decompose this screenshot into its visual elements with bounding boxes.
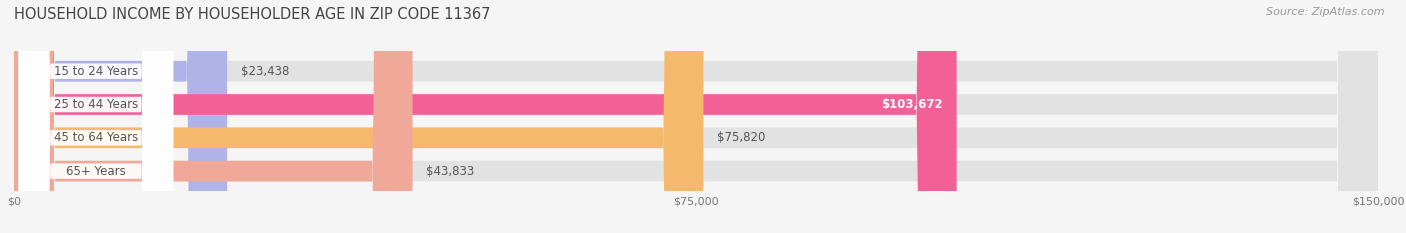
- Text: 25 to 44 Years: 25 to 44 Years: [53, 98, 138, 111]
- Text: 45 to 64 Years: 45 to 64 Years: [53, 131, 138, 144]
- FancyBboxPatch shape: [18, 0, 173, 233]
- FancyBboxPatch shape: [14, 0, 228, 233]
- Text: 65+ Years: 65+ Years: [66, 164, 125, 178]
- Text: HOUSEHOLD INCOME BY HOUSEHOLDER AGE IN ZIP CODE 11367: HOUSEHOLD INCOME BY HOUSEHOLDER AGE IN Z…: [14, 7, 491, 22]
- Text: $103,672: $103,672: [882, 98, 943, 111]
- FancyBboxPatch shape: [18, 0, 173, 233]
- FancyBboxPatch shape: [14, 0, 1378, 233]
- Text: 15 to 24 Years: 15 to 24 Years: [53, 65, 138, 78]
- FancyBboxPatch shape: [18, 0, 173, 233]
- FancyBboxPatch shape: [14, 0, 1378, 233]
- FancyBboxPatch shape: [14, 0, 1378, 233]
- Text: $43,833: $43,833: [426, 164, 474, 178]
- FancyBboxPatch shape: [14, 0, 412, 233]
- Text: $75,820: $75,820: [717, 131, 765, 144]
- Text: Source: ZipAtlas.com: Source: ZipAtlas.com: [1267, 7, 1385, 17]
- FancyBboxPatch shape: [18, 0, 173, 233]
- FancyBboxPatch shape: [14, 0, 956, 233]
- FancyBboxPatch shape: [14, 0, 1378, 233]
- FancyBboxPatch shape: [14, 0, 703, 233]
- Text: $23,438: $23,438: [240, 65, 290, 78]
